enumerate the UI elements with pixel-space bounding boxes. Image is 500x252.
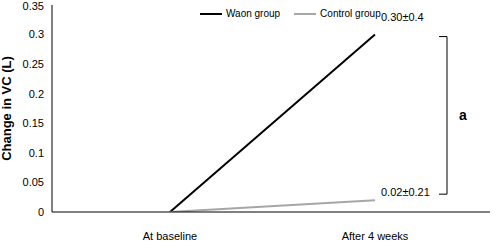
svg-text:0: 0 — [38, 206, 44, 218]
svg-text:a: a — [459, 107, 467, 123]
html-text:Control group: Control group — [320, 8, 381, 19]
svg-text:Change in VC (L): Change in VC (L) — [8, 56, 14, 161]
svg-text:0.3: 0.3 — [29, 28, 44, 40]
svg-text:After 4 weeks: After 4 weeks — [342, 230, 409, 242]
svg-text:0.2: 0.2 — [29, 88, 44, 100]
html-text:Waon group: Waon group — [226, 8, 281, 19]
svg-text:0.05: 0.05 — [23, 176, 44, 188]
svg-text:0.35: 0.35 — [23, 0, 44, 12]
svg-text:0.30±0.4: 0.30±0.4 — [381, 11, 424, 23]
svg-text:0.25: 0.25 — [23, 58, 44, 70]
svg-text:0.1: 0.1 — [29, 147, 44, 159]
svg-text:At baseline: At baseline — [143, 230, 197, 242]
svg-text:0.15: 0.15 — [23, 117, 44, 129]
svg-text:0.02±0.21: 0.02±0.21 — [381, 186, 430, 198]
